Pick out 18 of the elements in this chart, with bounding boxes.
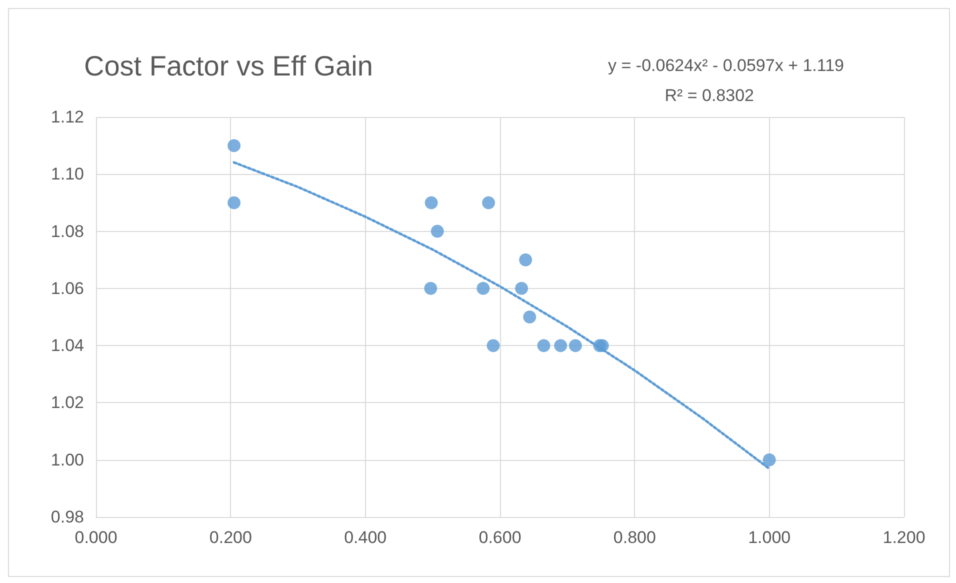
chart-title: Cost Factor vs Eff Gain — [84, 50, 373, 82]
y-tick-label: 1.02 — [50, 393, 84, 412]
x-tick-label: 1.000 — [748, 528, 791, 547]
x-tick-label: 1.200 — [882, 528, 926, 547]
y-tick-label: 1.08 — [50, 222, 84, 241]
x-tick-label: 0.800 — [613, 528, 656, 547]
y-tick-label: 1.04 — [50, 336, 84, 356]
y-tick-label: 1.12 — [50, 108, 84, 126]
y-tick-label: 1.10 — [50, 164, 84, 184]
y-tick-label: 1.06 — [50, 278, 84, 298]
x-tick-label: 0.600 — [478, 528, 522, 547]
y-tick-label: 1.00 — [50, 450, 84, 470]
text: y = -0.0624x² - 0.0597x + 1.119 — [608, 56, 844, 75]
y-tick-label: 0.98 — [50, 508, 84, 526]
x-tick-label: 0.200 — [209, 528, 252, 547]
text: R² = 0.8302 — [664, 86, 754, 105]
x-tick-label: 0.400 — [344, 528, 387, 547]
x-tick-label: 0.000 — [74, 528, 118, 547]
